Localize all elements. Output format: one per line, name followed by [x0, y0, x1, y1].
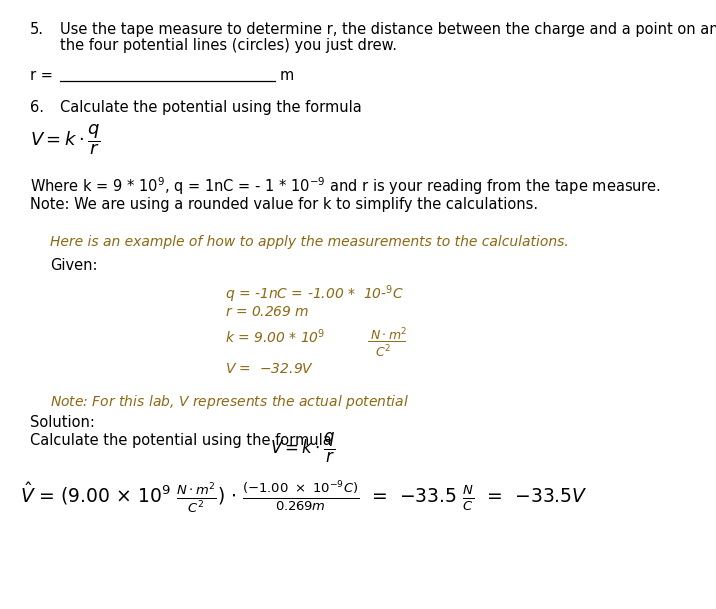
Text: $V$ =  $-$32.9V: $V$ = $-$32.9V	[225, 362, 314, 376]
Text: $q$ = -1$n$C = -1.00 *  10-$^9$C: $q$ = -1$n$C = -1.00 * 10-$^9$C	[225, 283, 404, 304]
Text: Here is an example of how to apply the measurements to the calculations.: Here is an example of how to apply the m…	[50, 235, 569, 249]
Text: Note: We are using a rounded value for k to simplify the calculations.: Note: We are using a rounded value for k…	[30, 197, 538, 212]
Text: 5.: 5.	[30, 22, 44, 37]
Text: $C^2$: $C^2$	[375, 344, 391, 361]
Text: $V = k \cdot \dfrac{q}{r}$: $V = k \cdot \dfrac{q}{r}$	[30, 122, 101, 157]
Text: Given:: Given:	[50, 258, 97, 273]
Text: r =: r =	[30, 68, 53, 83]
Text: Use the tape measure to determine r, the distance between the charge and a point: Use the tape measure to determine r, the…	[60, 22, 716, 37]
Text: the four potential lines (circles) you just drew.: the four potential lines (circles) you j…	[60, 38, 397, 53]
Text: $r$ = 0.269 $m$: $r$ = 0.269 $m$	[225, 305, 309, 319]
Text: $k$ = 9.00 * 10$^9$: $k$ = 9.00 * 10$^9$	[225, 327, 326, 345]
Text: Where k = 9 * 10$^9$, q = 1nC = - 1 * 10$^{-9}$ and r is your reading from the t: Where k = 9 * 10$^9$, q = 1nC = - 1 * 10…	[30, 175, 661, 197]
Text: Calculate the potential using the formula: Calculate the potential using the formul…	[30, 433, 332, 448]
Text: Calculate the potential using the formula: Calculate the potential using the formul…	[60, 100, 362, 115]
Text: $V = k \cdot \dfrac{q}{r}$: $V = k \cdot \dfrac{q}{r}$	[270, 431, 336, 465]
Text: Note: For this lab, $V$ represents the actual potential: Note: For this lab, $V$ represents the a…	[50, 393, 409, 411]
Text: m: m	[280, 68, 294, 83]
Text: 6.: 6.	[30, 100, 44, 115]
Text: Solution:: Solution:	[30, 415, 95, 430]
Text: $N \cdot m^2$: $N \cdot m^2$	[370, 327, 407, 343]
Text: $\hat{V}$ = (9.00 $\times$ 10$^9$ $\frac{N \cdot m^2}{C^2}$) $\cdot$ $\frac{(-1.: $\hat{V}$ = (9.00 $\times$ 10$^9$ $\frac…	[20, 478, 588, 515]
